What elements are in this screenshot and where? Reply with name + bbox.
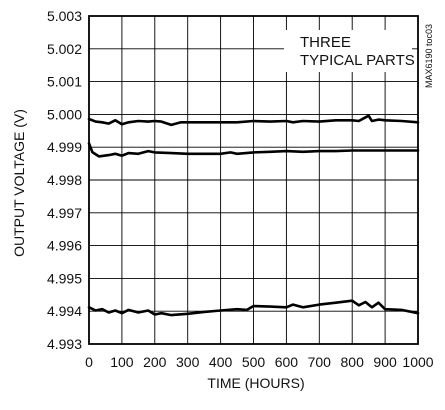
y-tick-label: 5.001 bbox=[47, 74, 82, 90]
x-tick-label: 600 bbox=[275, 354, 299, 370]
y-axis-label: OUTPUT VOLTAGE (V) bbox=[11, 109, 27, 257]
x-tick-label: 1000 bbox=[402, 354, 433, 370]
x-tick-label: 400 bbox=[209, 354, 233, 370]
y-tick-label: 4.997 bbox=[47, 205, 82, 221]
y-tick-labels: 4.993 4.994 4.995 4.996 4.997 4.998 4.999 5.000… bbox=[47, 8, 82, 352]
series-line-1 bbox=[87, 114, 420, 127]
figure-code: MAX6190 toc03 bbox=[424, 24, 434, 88]
x-tick-label: 300 bbox=[176, 354, 200, 370]
y-tick-label: 4.999 bbox=[47, 139, 82, 155]
annotation-background bbox=[284, 30, 412, 72]
x-tick-label: 500 bbox=[242, 354, 266, 370]
x-tick-labels: 0 100 200 300 400 500 600 700 800 900 1000 bbox=[85, 354, 434, 370]
x-tick-label: 700 bbox=[308, 354, 332, 370]
x-axis-label: TIME (HOURS) bbox=[207, 375, 304, 391]
annotation-line-1: THREE bbox=[300, 34, 351, 51]
y-tick-label: 5.002 bbox=[47, 41, 82, 57]
y-tick-label: 4.995 bbox=[47, 270, 82, 286]
y-tick-label: 4.998 bbox=[47, 172, 82, 188]
y-tick-label: 4.993 bbox=[47, 336, 82, 352]
x-tick-label: 900 bbox=[373, 354, 397, 370]
y-tick-label: 5.003 bbox=[47, 8, 82, 24]
x-tick-label: 200 bbox=[143, 354, 167, 370]
annotation-line-2: TYPICAL PARTS bbox=[300, 52, 415, 69]
x-tick-label: 800 bbox=[341, 354, 365, 370]
y-tick-label: 4.994 bbox=[47, 303, 82, 319]
y-tick-label: 5.000 bbox=[47, 106, 82, 122]
series-line-2 bbox=[87, 142, 420, 158]
y-tick-label: 4.996 bbox=[47, 238, 82, 254]
x-tick-label: 100 bbox=[110, 354, 134, 370]
series-line-3 bbox=[87, 299, 420, 317]
x-tick-label: 0 bbox=[85, 354, 93, 370]
series-group bbox=[87, 114, 420, 317]
plot-frame bbox=[88, 15, 419, 345]
